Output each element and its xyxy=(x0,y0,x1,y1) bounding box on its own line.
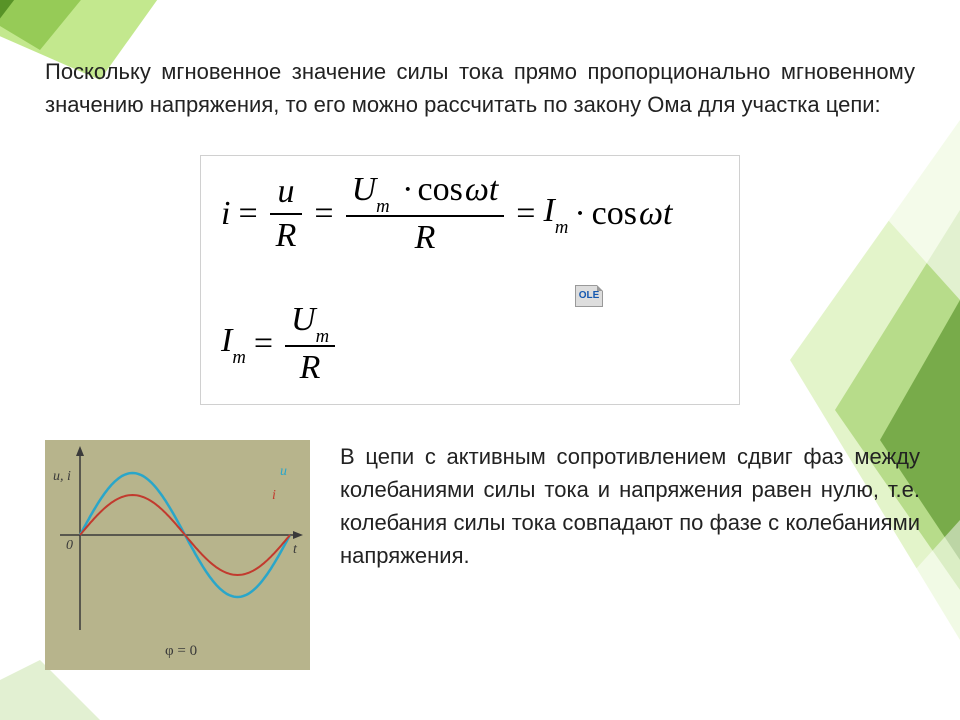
num-Umcos: Um ·cosωt xyxy=(346,171,505,213)
sym-R3: R xyxy=(294,349,327,386)
formula-line-2: Im = Um R xyxy=(221,301,339,387)
sym-eq3: = xyxy=(516,195,535,233)
sym-omega: ω xyxy=(639,195,663,233)
sym-eq2: = xyxy=(314,195,333,233)
sym-R1: R xyxy=(270,217,303,254)
sym-Um2: Um xyxy=(285,301,335,343)
graph-svg: u, it0uiφ = 0 xyxy=(45,440,310,670)
sym-Im: Im xyxy=(543,192,568,235)
svg-text:0: 0 xyxy=(66,538,73,553)
sym-eq4: = xyxy=(254,325,273,363)
frac-Um-R: Um R xyxy=(285,301,335,387)
svg-text:u: u xyxy=(280,464,287,479)
ole-dogear xyxy=(597,285,603,291)
formula-line-1: i = u R = Um ·cosωt R = Im · cos ωt xyxy=(221,171,672,257)
sym-R2: R xyxy=(409,219,442,256)
sym-eq1: = xyxy=(238,195,257,233)
formula-box: i = u R = Um ·cosωt R = Im · cos ωt xyxy=(200,155,740,405)
waveform-graph: u, it0uiφ = 0 xyxy=(45,440,310,670)
ole-marker: OLE xyxy=(575,285,603,307)
frac-Um-cos-R: Um ·cosωt R xyxy=(346,171,505,257)
sym-i: i xyxy=(221,195,230,233)
sym-Im2: Im xyxy=(221,322,246,365)
svg-text:i: i xyxy=(272,488,276,503)
slide: Поскольку мгновенное значение силы тока … xyxy=(0,0,960,720)
paragraph-2: В цепи с активным сопротивлением сдвиг ф… xyxy=(340,440,920,572)
svg-text:u, i: u, i xyxy=(53,469,71,484)
paragraph-1: Поскольку мгновенное значение силы тока … xyxy=(45,55,915,121)
sym-t: t xyxy=(663,195,672,233)
sym-cos: cos xyxy=(592,195,637,233)
svg-text:φ = 0: φ = 0 xyxy=(165,643,197,659)
frac-u-R: u R xyxy=(270,173,303,254)
sym-u: u xyxy=(272,173,301,210)
ole-label: OLE xyxy=(579,290,600,301)
